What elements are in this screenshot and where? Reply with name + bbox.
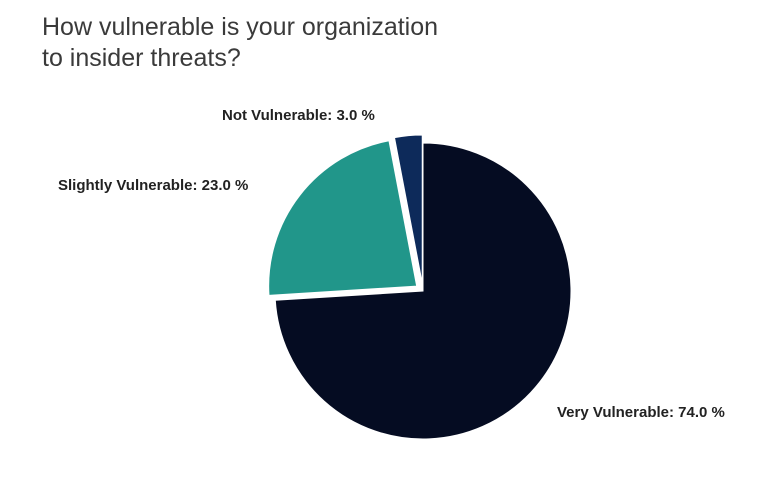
pie-slice-slightly-vulnerable (268, 140, 418, 296)
chart-title-line-1: How vulnerable is your organization (42, 13, 439, 41)
slice-label-very-vulnerable: Very Vulnerable: 74.0 % (557, 404, 725, 421)
pie-slice-very-vulnerable (274, 142, 572, 440)
pie-slice-not-vulnerable (393, 134, 423, 284)
slice-label-slightly-vulnerable: Slightly Vulnerable: 23.0 % (58, 177, 248, 194)
slice-label-not-vulnerable: Not Vulnerable: 3.0 % (222, 107, 375, 124)
chart-title: How vulnerable is your organization to i… (42, 12, 562, 74)
chart-title-line-2: to insider threats? (42, 44, 241, 72)
pie-slices (268, 134, 572, 440)
pie-labels: Very Vulnerable: 74.0 % Slightly Vulnera… (58, 107, 725, 421)
